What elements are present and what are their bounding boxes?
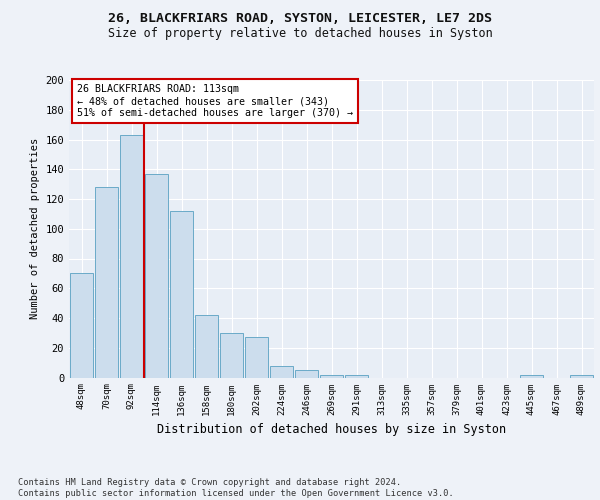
Bar <box>95 187 118 378</box>
Bar <box>295 370 319 378</box>
Bar <box>520 374 544 378</box>
Y-axis label: Number of detached properties: Number of detached properties <box>30 138 40 320</box>
Text: Size of property relative to detached houses in Syston: Size of property relative to detached ho… <box>107 27 493 40</box>
Text: 26 BLACKFRIARS ROAD: 113sqm
← 48% of detached houses are smaller (343)
51% of se: 26 BLACKFRIARS ROAD: 113sqm ← 48% of det… <box>77 84 353 117</box>
Bar <box>569 374 593 378</box>
Bar <box>145 174 169 378</box>
Bar <box>170 211 193 378</box>
Bar <box>70 274 94 378</box>
Bar <box>119 135 143 378</box>
Text: Contains HM Land Registry data © Crown copyright and database right 2024.
Contai: Contains HM Land Registry data © Crown c… <box>18 478 454 498</box>
Bar <box>269 366 293 378</box>
Bar <box>320 374 343 378</box>
Bar <box>245 338 268 378</box>
Text: 26, BLACKFRIARS ROAD, SYSTON, LEICESTER, LE7 2DS: 26, BLACKFRIARS ROAD, SYSTON, LEICESTER,… <box>108 12 492 26</box>
Bar <box>344 374 368 378</box>
Bar <box>220 333 244 378</box>
Bar <box>194 315 218 378</box>
X-axis label: Distribution of detached houses by size in Syston: Distribution of detached houses by size … <box>157 423 506 436</box>
